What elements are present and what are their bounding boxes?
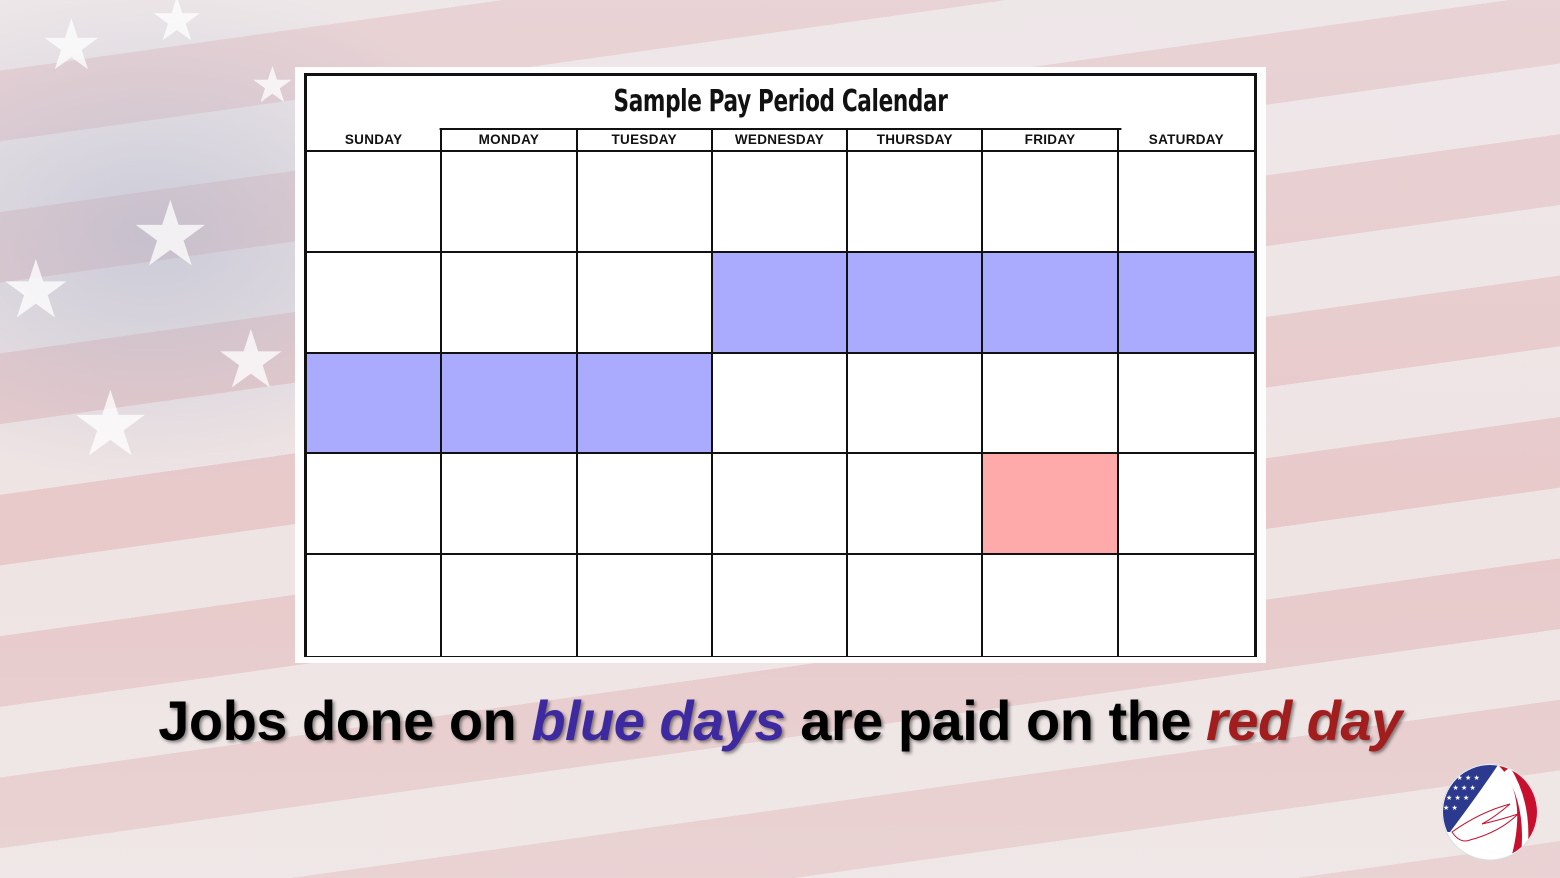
calendar-cell <box>307 555 443 656</box>
day-header-monday: MONDAY <box>442 130 578 150</box>
calendar-cell-blue <box>577 353 713 455</box>
calendar-cell <box>442 454 578 556</box>
calendar-cell <box>577 152 713 253</box>
star-icon: ★ <box>130 182 211 287</box>
calendar-cell <box>848 152 984 253</box>
calendar-cell <box>712 152 849 253</box>
calendar: Sample Pay Period Calendar SUNDAY MONDAY T… <box>304 73 1257 657</box>
calendar-cell <box>442 555 578 656</box>
calendar-cell <box>307 454 443 556</box>
star-icon: ★ <box>40 4 103 86</box>
calendar-cell <box>442 252 578 354</box>
svg-text:★ ★ ★ ★: ★ ★ ★ ★ <box>1448 774 1480 782</box>
caption: Jobs done on blue days are paid on the r… <box>0 688 1560 753</box>
star-icon: ★ <box>250 56 295 114</box>
day-header-wednesday: WEDNESDAY <box>713 130 849 150</box>
caption-red-phrase: red day <box>1206 689 1402 752</box>
day-header-thursday: THURSDAY <box>848 130 984 150</box>
calendar-cell-blue <box>442 353 578 455</box>
calendar-cell-blue <box>1118 252 1254 354</box>
caption-part2: are paid on the <box>785 689 1207 752</box>
calendar-cell <box>848 454 984 556</box>
calendar-cell <box>1118 353 1254 455</box>
star-icon: ★ <box>150 0 204 55</box>
caption-part1: Jobs done on <box>158 689 532 752</box>
caption-blue-phrase: blue days <box>531 689 786 752</box>
calendar-cell <box>712 555 849 656</box>
day-header-tuesday: TUESDAY <box>578 130 713 150</box>
calendar-cell-blue <box>307 353 443 455</box>
calendar-cell <box>577 454 713 556</box>
svg-text:★ ★ ★ ★: ★ ★ ★ ★ <box>1444 784 1476 792</box>
day-headers: SUNDAY MONDAY TUESDAY WEDNESDAY THURSDAY FRID… <box>307 130 1254 152</box>
calendar-cell <box>442 152 578 253</box>
calendar-cell <box>577 252 713 354</box>
calendar-cell <box>983 353 1119 455</box>
flag-eagle-logo-icon: ★ ★ ★ ★ ★ ★ ★ ★ ★ ★ ★ ★ ★ <box>1441 763 1539 861</box>
calendar-cell-red <box>983 454 1119 556</box>
calendar-cell-blue <box>712 252 849 354</box>
calendar-cell <box>712 454 849 556</box>
calendar-cell <box>1118 152 1254 253</box>
day-header-friday: FRIDAY <box>983 130 1119 150</box>
calendar-cell-blue <box>848 252 984 354</box>
calendar-cell <box>848 555 984 656</box>
calendar-cell <box>983 555 1119 656</box>
calendar-card: Sample Pay Period Calendar SUNDAY MONDAY T… <box>295 67 1266 663</box>
calendar-cell <box>983 152 1119 253</box>
calendar-grid <box>307 152 1254 656</box>
calendar-cell <box>307 252 443 354</box>
star-icon: ★ <box>0 243 72 336</box>
star-icon: ★ <box>70 372 151 477</box>
day-header-sunday: SUNDAY <box>307 130 443 150</box>
calendar-cell-blue <box>983 252 1119 354</box>
day-header-saturday: SATURDAY <box>1148 132 1224 147</box>
star-icon: ★ <box>215 313 287 406</box>
calendar-cell <box>1118 555 1254 656</box>
calendar-title: Sample Pay Period Calendar <box>439 76 1122 130</box>
calendar-cell <box>1118 454 1254 556</box>
calendar-cell <box>577 555 713 656</box>
calendar-cell <box>712 353 849 455</box>
calendar-cell <box>848 353 984 455</box>
svg-text:★ ★ ★: ★ ★ ★ <box>1446 794 1469 802</box>
calendar-cell <box>307 152 443 253</box>
svg-text:★ ★: ★ ★ <box>1443 804 1458 812</box>
